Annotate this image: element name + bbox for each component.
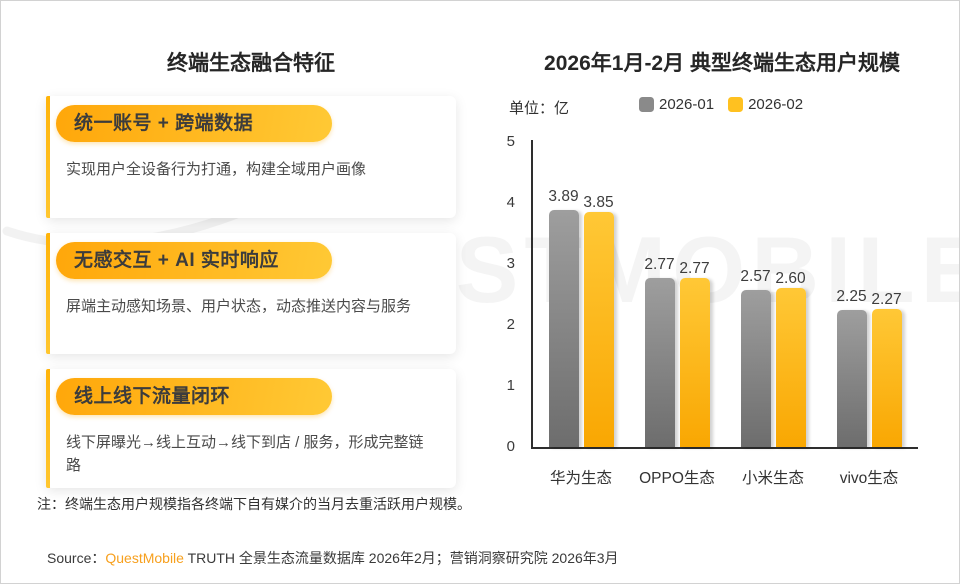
- bar-value-label: 2.60: [775, 270, 806, 288]
- legend-item-2026-01: 2026-01: [639, 96, 714, 113]
- feature-pill: 无感交互 + AI 实时响应: [56, 242, 332, 279]
- x-axis-line: [531, 447, 918, 449]
- bar: [583, 212, 614, 447]
- feature-description: 实现用户全设备行为打通，构建全域用户画像: [66, 161, 367, 178]
- legend-swatch-yellow: [728, 97, 744, 112]
- card-accent-bar: [46, 369, 50, 488]
- legend-swatch-gray: [639, 97, 654, 112]
- x-category-label: 小米生态: [741, 470, 804, 487]
- y-tick-label: 2: [506, 316, 515, 333]
- bar: [836, 309, 867, 447]
- feature-card-traffic-loop: 线上线下流量闭环 线下屏曝光→线上互动→线下到店 / 服务，形成完整链路: [46, 369, 456, 488]
- source-rest: TRUTH 全景生态流量数据库 2026年2月；营销洞察研究院 2026年3月: [183, 550, 619, 566]
- bar-value-label: 2.25: [836, 287, 867, 305]
- feature-description: 屏端主动感知场景、用户状态，动态推送内容与服务: [66, 298, 412, 315]
- chart-title: 2026年1月-2月 典型终端生态用户规模: [544, 52, 900, 75]
- source-prefix: Source：: [47, 550, 106, 566]
- feature-card-unified-account: 统一账号 + 跨端数据 实现用户全设备行为打通，构建全域用户画像: [46, 96, 456, 218]
- bar-value-label: 2.57: [740, 268, 771, 286]
- legend-label: 2026-02: [748, 96, 804, 113]
- bar-value-label: 3.89: [548, 187, 579, 205]
- y-tick-label: 4: [506, 194, 515, 211]
- legend-label: 2026-01: [659, 96, 715, 113]
- x-category-label: 华为生态: [549, 470, 612, 487]
- feature-pill: 统一账号 + 跨端数据: [56, 105, 332, 142]
- y-tick-label: 5: [506, 133, 515, 150]
- y-tick-label: 0: [506, 438, 515, 455]
- bar: [644, 278, 675, 447]
- bar: [548, 209, 579, 447]
- y-axis-line: [531, 140, 533, 449]
- x-category-label: OPPO生态: [639, 470, 715, 487]
- bar-value-label: 2.77: [679, 260, 710, 278]
- feature-description: 线下屏曝光→线上互动→线下到店 / 服务，形成完整链路: [66, 434, 424, 474]
- bar-value-label: 2.27: [871, 290, 902, 308]
- feature-pill: 线上线下流量闭环: [56, 378, 332, 415]
- bar-chart: 3.89 3.85 2.77 2.77 2.57 2.60 2.25 2.27 5 4 3 2 1 0 华…: [501, 133, 946, 506]
- footnote: 注：终端生态用户规模指各终端下自有媒介的当月去重活跃用户规模。: [37, 496, 471, 512]
- bar: [679, 278, 710, 447]
- plot-area: 3.89 3.85 2.77 2.77 2.57 2.60 2.25 2.27: [533, 140, 917, 447]
- bar-value-label: 2.77: [644, 256, 675, 274]
- x-category-label: vivo生态: [839, 470, 899, 487]
- y-tick-label: 3: [506, 255, 515, 272]
- feature-card-ai-response: 无感交互 + AI 实时响应 屏端主动感知场景、用户状态，动态推送内容与服务: [46, 233, 456, 354]
- left-panel-title: 终端生态融合特征: [167, 52, 335, 75]
- card-accent-bar: [46, 96, 50, 218]
- chart-unit-label: 单位：亿: [509, 100, 570, 117]
- bar: [775, 288, 806, 447]
- legend-item-2026-02: 2026-02: [728, 96, 803, 113]
- bar: [871, 308, 902, 447]
- source-line: Source：QuestMobile TRUTH 全景生态流量数据库 2026年…: [47, 548, 619, 568]
- y-tick-label: 1: [506, 377, 515, 394]
- card-accent-bar: [46, 233, 50, 354]
- chart-legend: 2026-01 2026-02: [639, 96, 817, 113]
- source-brand: QuestMobile: [105, 550, 184, 566]
- bar: [740, 290, 771, 447]
- bar-value-label: 3.85: [583, 194, 614, 212]
